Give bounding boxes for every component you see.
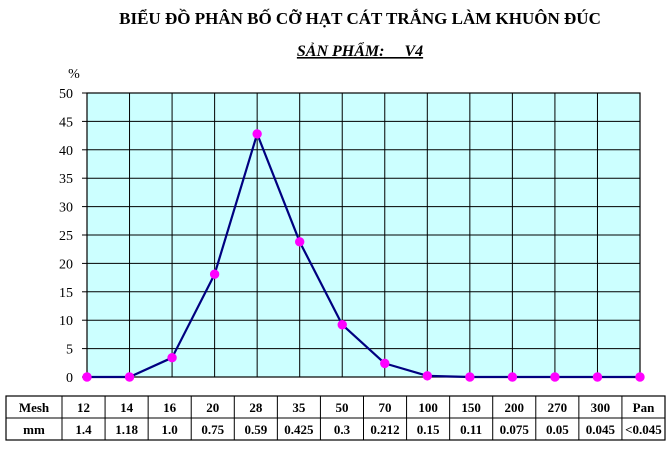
table-cell-mm: 0.425 [284, 422, 314, 437]
data-point [507, 372, 518, 382]
table-cell-mm: 1.4 [75, 422, 92, 437]
y-tick-label: 30 [59, 201, 73, 216]
table-cell-mm: 0.3 [334, 422, 351, 437]
y-tick-label: 35 [59, 172, 73, 187]
data-point [465, 372, 475, 382]
table-cell-mesh: 300 [591, 400, 611, 415]
table-cell-mm: 0.05 [546, 422, 569, 437]
table-cell-mesh: 28 [249, 400, 263, 415]
table-cell-mesh: 150 [461, 400, 481, 415]
table-cell-mesh: Pan [633, 400, 655, 415]
data-point [209, 269, 220, 279]
y-axis-unit: % [68, 67, 80, 82]
table-cell-mesh: 200 [505, 400, 525, 415]
data-point [294, 237, 305, 247]
table-cell-mm: 1.0 [162, 422, 178, 437]
table-cell-mesh: 70 [379, 400, 392, 415]
y-tick-label: 10 [59, 314, 73, 329]
y-tick-label: 5 [66, 343, 73, 358]
table-cell-mm: 0.59 [244, 422, 267, 437]
table-cell-mm: 0.11 [460, 422, 482, 437]
table-cell-mm: 0.212 [370, 422, 399, 437]
table-row-label-mesh: Mesh [19, 400, 50, 415]
table-cell-mesh: 270 [548, 400, 568, 415]
chart-title: BIỂU ĐỒ PHÂN BỐ CỠ HẠT CÁT TRẮNG LÀM KHU… [119, 8, 601, 28]
table-cell-mesh: 16 [163, 400, 177, 415]
table-cell-mm: <0.045 [625, 422, 662, 437]
table-row-label-mm: mm [23, 422, 45, 437]
data-point [422, 371, 433, 381]
y-tick-label: 40 [59, 144, 73, 159]
data-point [380, 358, 390, 369]
data-point [82, 372, 92, 382]
table-cell-mesh: 14 [120, 400, 134, 415]
y-tick-label: 25 [59, 229, 73, 244]
table-cell-mm: 0.045 [586, 422, 616, 437]
table-cell-mm: 0.75 [201, 422, 224, 437]
plot-border [86, 92, 641, 378]
table-cell-mm: 1.18 [115, 422, 138, 437]
table-cell-mesh: 50 [335, 400, 348, 415]
data-point [550, 372, 560, 382]
mesh-table: Mesh mm 12 14 16 20 28 35 50 70 100 150 200 270 300 Pan… [5, 395, 666, 441]
y-tick-label: 15 [59, 286, 73, 301]
plot-area: 0 5 10 15 20 25 30 35 40 45 50 [59, 87, 645, 386]
table-cell-mesh: 100 [418, 400, 438, 415]
y-tick-label: 45 [59, 115, 73, 130]
table-cell-mesh: 12 [77, 400, 90, 415]
data-point [592, 372, 603, 382]
data-point [252, 129, 262, 139]
series-line [87, 132, 640, 379]
y-tick-label: 20 [59, 257, 73, 272]
y-tick-label: 0 [66, 371, 73, 386]
table-cell-mm: 0.15 [417, 422, 440, 437]
chart-subtitle: SẢN PHẨM: V4 [297, 41, 423, 60]
table-cell-mesh: 20 [206, 400, 219, 415]
data-point [167, 352, 177, 363]
data-point [337, 320, 347, 330]
table-cell-mm: 0.075 [500, 422, 530, 437]
table-cell-mesh: 35 [292, 400, 306, 415]
y-tick-label: 50 [59, 87, 73, 102]
data-point [124, 372, 135, 382]
data-point [635, 372, 645, 382]
